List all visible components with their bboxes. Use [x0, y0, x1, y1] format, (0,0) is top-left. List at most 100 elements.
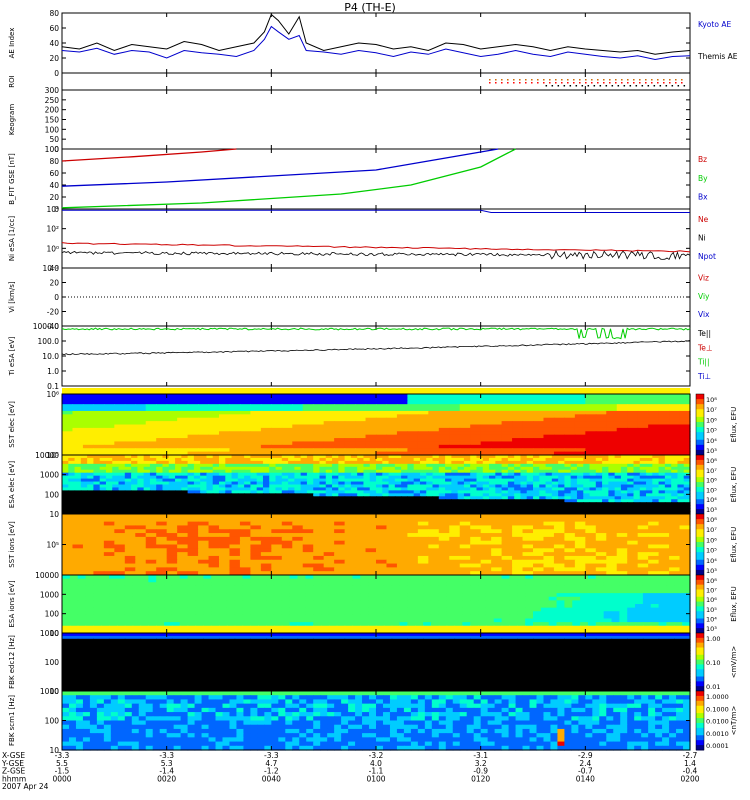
esa_e-cell: [244, 502, 251, 506]
sst_e-cell: [281, 448, 293, 453]
esa_e-cell: [570, 466, 578, 471]
sst_e-cell: [114, 444, 126, 449]
esa_e-cell: [313, 475, 321, 480]
esa_e-cell: [514, 487, 522, 491]
sst_e-cell: [627, 438, 639, 443]
sst_i-cell: [564, 567, 576, 572]
esa_e-cell: [539, 487, 547, 491]
sst_i-cell: [156, 517, 168, 523]
esa_e-cell: [332, 502, 339, 506]
esa_e-cell: [570, 493, 578, 497]
esa_e-cell: [338, 481, 346, 486]
esa_i-cell: [140, 593, 149, 598]
esa_e-cell: [118, 493, 126, 497]
sst_e-cell: [376, 417, 388, 422]
esa_e-cell: [463, 502, 471, 506]
esa_e-cell: [344, 493, 352, 497]
sst_e-cell: [386, 448, 398, 453]
roi-dot: [617, 85, 620, 87]
sst_e-cell: [627, 431, 639, 436]
esa_e-cell: [225, 511, 233, 515]
esa_e-cell: [200, 490, 208, 494]
esa_e-cell: [432, 475, 440, 480]
sst_e-cell: [491, 448, 503, 453]
sst_e-cell: [417, 434, 429, 439]
esa_e-cell: [633, 511, 641, 515]
esa_e-cell: [325, 493, 333, 497]
sst_e-cell: [124, 404, 136, 409]
esa_e-cell: [306, 499, 314, 503]
esa_i-cell: [501, 589, 511, 594]
esa_e-cell: [306, 484, 314, 489]
sst_i-cell: [522, 552, 534, 557]
sst_i-cell: [407, 521, 419, 527]
esa_e-cell: [143, 457, 151, 462]
esa_e-cell: [281, 466, 289, 471]
esa_e-cell: [262, 499, 270, 503]
esa_e-cell: [118, 487, 126, 491]
esa_e-cell: [652, 487, 660, 491]
sst_e-cell: [679, 444, 691, 449]
esa_e-cell: [627, 493, 635, 497]
sst_i-cell: [124, 563, 136, 568]
sst_e-cell: [344, 444, 356, 449]
esa_i-cell: [376, 589, 385, 594]
esa_e-cell: [602, 493, 609, 497]
esa_e-cell: [419, 496, 427, 500]
esa_e-cell: [639, 493, 647, 497]
esa_e-cell: [445, 475, 452, 480]
sst_i-cell: [585, 540, 597, 546]
sst_e-cell: [438, 438, 450, 443]
sst_e-cell: [553, 417, 565, 422]
esa_e-cell: [514, 460, 522, 465]
esa_e-cell: [614, 493, 622, 497]
esa_i-cell: [438, 578, 448, 583]
sst_i-cell: [166, 567, 178, 572]
sst_i-cell: [407, 552, 419, 557]
esa_e-cell: [545, 493, 553, 497]
sst_i-cell: [658, 533, 670, 538]
sst_e-cell: [365, 424, 377, 429]
esa_e-cell: [231, 457, 239, 462]
sst_e-cell: [114, 451, 126, 456]
esa_i-cell: [462, 575, 471, 580]
esa_e-cell: [413, 469, 421, 474]
esa_e-cell: [250, 463, 258, 468]
esa_e-cell: [564, 499, 572, 503]
sst_e-cell: [470, 404, 482, 409]
sst_i-cell: [396, 514, 408, 519]
esa_e-cell: [269, 508, 277, 512]
esa_e-cell: [162, 478, 170, 483]
esa_e-cell: [470, 481, 478, 486]
esa_e-cell: [388, 502, 396, 506]
esa_e-cell: [124, 493, 132, 497]
sst_e-cell: [595, 407, 607, 412]
esa_e-cell: [187, 499, 195, 503]
sst_i-cell: [281, 536, 293, 542]
esa_e-cell: [583, 496, 591, 500]
esa_e-cell: [237, 508, 245, 512]
esa_e-cell: [583, 472, 591, 477]
esa_e-cell: [294, 484, 302, 489]
esa_e-cell: [105, 502, 113, 506]
esa_i-cell: [62, 575, 71, 580]
sst_e-cell: [396, 417, 408, 422]
sst_e-cell: [417, 414, 429, 419]
esa_i-cell: [226, 589, 236, 594]
sst_e-cell: [595, 400, 607, 405]
sst_i-cell: [365, 555, 377, 561]
sst_i-cell: [135, 521, 147, 527]
sst_e-cell: [292, 427, 304, 432]
esa_e-cell: [219, 508, 226, 512]
sst_i-cell: [522, 544, 534, 549]
sst_e-cell: [480, 448, 492, 453]
sst_i-cell: [543, 552, 555, 557]
ni-ytick-label: 10⁰: [46, 244, 59, 253]
esa_e-cell: [281, 457, 289, 462]
esa_i-cell: [666, 585, 675, 591]
sst_e-cell: [365, 441, 377, 446]
esa_e-cell: [74, 463, 82, 468]
sst_i-cell: [302, 529, 314, 534]
sst_i-cell: [82, 540, 94, 546]
sst_e-cell: [627, 427, 639, 432]
